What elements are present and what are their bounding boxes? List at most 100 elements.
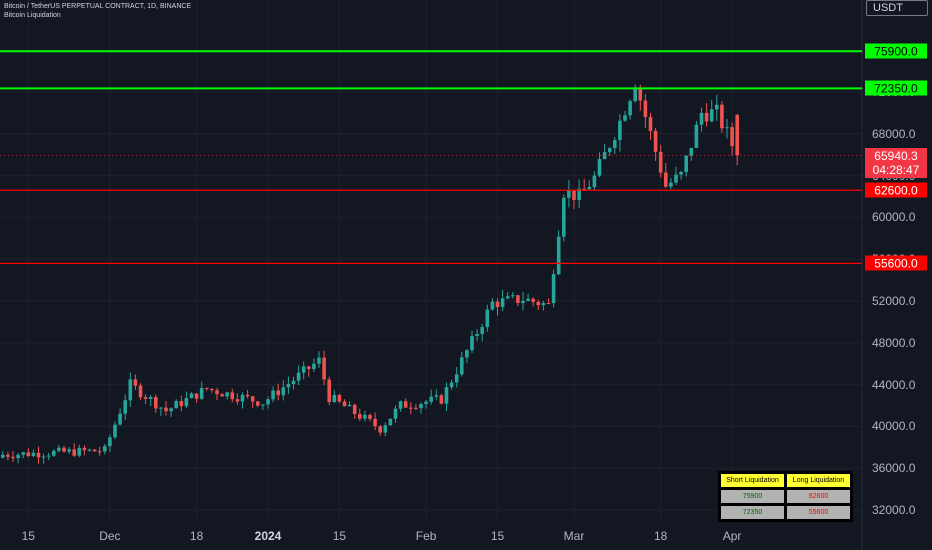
- candle: [108, 434, 112, 452]
- candle: [148, 395, 153, 407]
- candle: [480, 323, 484, 342]
- candle: [643, 94, 648, 128]
- candle: [465, 349, 469, 364]
- table-row: 72350 55600: [721, 506, 850, 519]
- candle: [449, 379, 454, 390]
- candle: [679, 170, 683, 180]
- candle: [460, 351, 464, 377]
- candle: [398, 400, 403, 412]
- short-liquidation-label: 75900.0: [865, 43, 927, 59]
- candle: [444, 382, 449, 412]
- bar-countdown: 04:28:47: [872, 163, 920, 177]
- candle: [240, 392, 245, 409]
- candle: [342, 399, 347, 407]
- currency-selector[interactable]: USDT: [866, 0, 928, 16]
- candle: [113, 421, 117, 440]
- candle: [266, 396, 270, 409]
- candle: [87, 448, 92, 452]
- candle: [317, 351, 321, 368]
- candle: [123, 394, 127, 421]
- long-liquidation-label: 62600.0: [865, 182, 927, 198]
- x-tick-label: 2024: [254, 529, 282, 543]
- candle: [597, 152, 602, 178]
- candle: [138, 383, 143, 400]
- candle: [531, 297, 535, 307]
- candle: [169, 407, 173, 417]
- candle: [602, 143, 607, 160]
- candle: [521, 291, 525, 311]
- candle: [128, 372, 133, 407]
- candle: [358, 408, 362, 421]
- candle: [220, 392, 224, 397]
- x-tick-label: 15: [21, 529, 35, 543]
- candle: [215, 387, 219, 401]
- short-liquidation-label: 72350.0: [865, 80, 927, 96]
- candle: [72, 443, 76, 458]
- x-tick-label: 15: [332, 529, 347, 543]
- candle: [276, 383, 280, 401]
- x-tick-label: Apr: [722, 529, 742, 543]
- candle: [327, 376, 331, 406]
- candle: [97, 446, 102, 456]
- candle: [36, 446, 41, 464]
- candle: [286, 376, 291, 395]
- candle: [684, 154, 688, 177]
- candle: [250, 395, 255, 408]
- short-liquidation-value: 72350: [721, 506, 784, 519]
- candle: [154, 394, 158, 413]
- candle: [301, 361, 306, 380]
- candle: [424, 399, 428, 409]
- candle: [419, 402, 423, 414]
- candle: [296, 365, 301, 385]
- candle: [189, 392, 194, 399]
- candle: [92, 449, 97, 452]
- y-tick-label: 32000.0: [872, 503, 916, 517]
- candle: [271, 386, 275, 403]
- candle: [332, 390, 337, 404]
- candle: [230, 388, 235, 403]
- x-tick-label: Feb: [415, 529, 437, 543]
- candle: [11, 451, 15, 463]
- candle: [67, 447, 71, 454]
- candle: [562, 194, 566, 242]
- indicator-name: Bitcoin Liquidation: [4, 12, 61, 19]
- candle: [582, 178, 586, 190]
- y-tick-label: 36000.0: [872, 461, 916, 476]
- candle: [434, 389, 439, 400]
- last-price-badge: 65940.3 04:28:47: [865, 148, 927, 178]
- candle: [653, 127, 658, 161]
- candle: [352, 403, 357, 419]
- short-liquidation-header: Short Liquidation: [721, 474, 784, 487]
- candle: [516, 294, 520, 307]
- x-tick-label: Dec: [99, 529, 121, 543]
- candle: [383, 422, 388, 437]
- candle: [403, 398, 408, 408]
- candle: [62, 445, 66, 453]
- candle: [546, 298, 551, 305]
- liquidation-table: Short Liquidation Long Liquidation 75900…: [718, 471, 853, 522]
- candle: [613, 137, 617, 155]
- candle: [511, 292, 515, 299]
- candle: [235, 393, 240, 405]
- candle: [669, 177, 673, 190]
- candle: [500, 289, 505, 312]
- candle: [373, 412, 377, 431]
- candle: [133, 374, 138, 390]
- candle: [699, 107, 704, 132]
- candle: [409, 402, 413, 415]
- candle: [526, 293, 530, 302]
- x-tick-label: 18: [654, 529, 668, 543]
- candle: [429, 389, 433, 405]
- candle: [347, 401, 352, 407]
- candle: [205, 387, 209, 391]
- candle: [536, 299, 541, 310]
- candle: [735, 113, 739, 166]
- table-header-row: Short Liquidation Long Liquidation: [721, 474, 850, 487]
- candle: [505, 292, 510, 300]
- candle: [312, 358, 316, 373]
- candle: [179, 395, 184, 412]
- y-tick-label: 40000.0: [872, 419, 916, 434]
- candle: [567, 179, 571, 208]
- candle: [414, 403, 418, 411]
